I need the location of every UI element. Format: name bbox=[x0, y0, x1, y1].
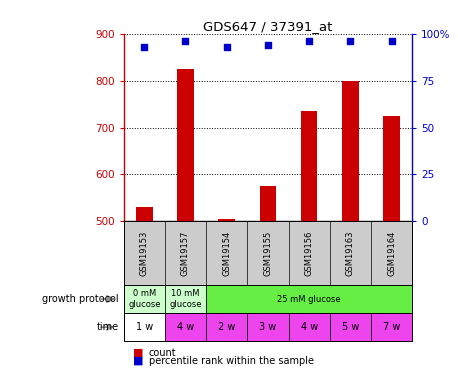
Text: GSM19155: GSM19155 bbox=[263, 231, 273, 276]
Text: 2 w: 2 w bbox=[218, 322, 235, 332]
Bar bbox=[260, 186, 276, 221]
Bar bbox=[136, 207, 153, 221]
Bar bbox=[177, 69, 194, 221]
Bar bbox=[165, 313, 206, 341]
Point bbox=[264, 42, 272, 48]
Text: ■: ■ bbox=[133, 348, 143, 357]
Point bbox=[388, 38, 395, 44]
Bar bbox=[124, 285, 165, 313]
Point bbox=[182, 38, 189, 44]
Text: 0 mM
glucose: 0 mM glucose bbox=[128, 290, 160, 309]
Text: 25 mM glucose: 25 mM glucose bbox=[278, 295, 341, 304]
Text: growth protocol: growth protocol bbox=[43, 294, 119, 304]
Bar bbox=[330, 313, 371, 341]
Bar bbox=[289, 313, 330, 341]
Text: ■: ■ bbox=[133, 356, 143, 366]
Text: GSM19164: GSM19164 bbox=[387, 230, 396, 276]
Point bbox=[223, 44, 230, 50]
Text: percentile rank within the sample: percentile rank within the sample bbox=[149, 356, 314, 366]
Point bbox=[305, 38, 313, 44]
Bar bbox=[247, 313, 289, 341]
Text: 4 w: 4 w bbox=[177, 322, 194, 332]
Text: 10 mM
glucose: 10 mM glucose bbox=[169, 290, 202, 309]
Bar bbox=[371, 313, 412, 341]
Text: 5 w: 5 w bbox=[342, 322, 359, 332]
Bar bbox=[206, 285, 412, 313]
Bar bbox=[301, 111, 317, 221]
Text: count: count bbox=[149, 348, 176, 357]
Text: 3 w: 3 w bbox=[259, 322, 277, 332]
Bar bbox=[383, 116, 400, 221]
Text: time: time bbox=[97, 322, 119, 332]
Bar bbox=[218, 219, 235, 221]
Text: 4 w: 4 w bbox=[300, 322, 318, 332]
Text: GSM19163: GSM19163 bbox=[346, 230, 355, 276]
Text: GSM19156: GSM19156 bbox=[305, 230, 314, 276]
Bar bbox=[124, 313, 165, 341]
Text: 7 w: 7 w bbox=[383, 322, 400, 332]
Text: 1 w: 1 w bbox=[136, 322, 153, 332]
Text: GSM19154: GSM19154 bbox=[222, 231, 231, 276]
Bar bbox=[165, 285, 206, 313]
Text: GSM19153: GSM19153 bbox=[140, 230, 149, 276]
Title: GDS647 / 37391_at: GDS647 / 37391_at bbox=[203, 20, 333, 33]
Point bbox=[141, 44, 148, 50]
Bar bbox=[342, 81, 359, 221]
Point bbox=[347, 38, 354, 44]
Bar bbox=[206, 313, 247, 341]
Text: GSM19157: GSM19157 bbox=[181, 230, 190, 276]
